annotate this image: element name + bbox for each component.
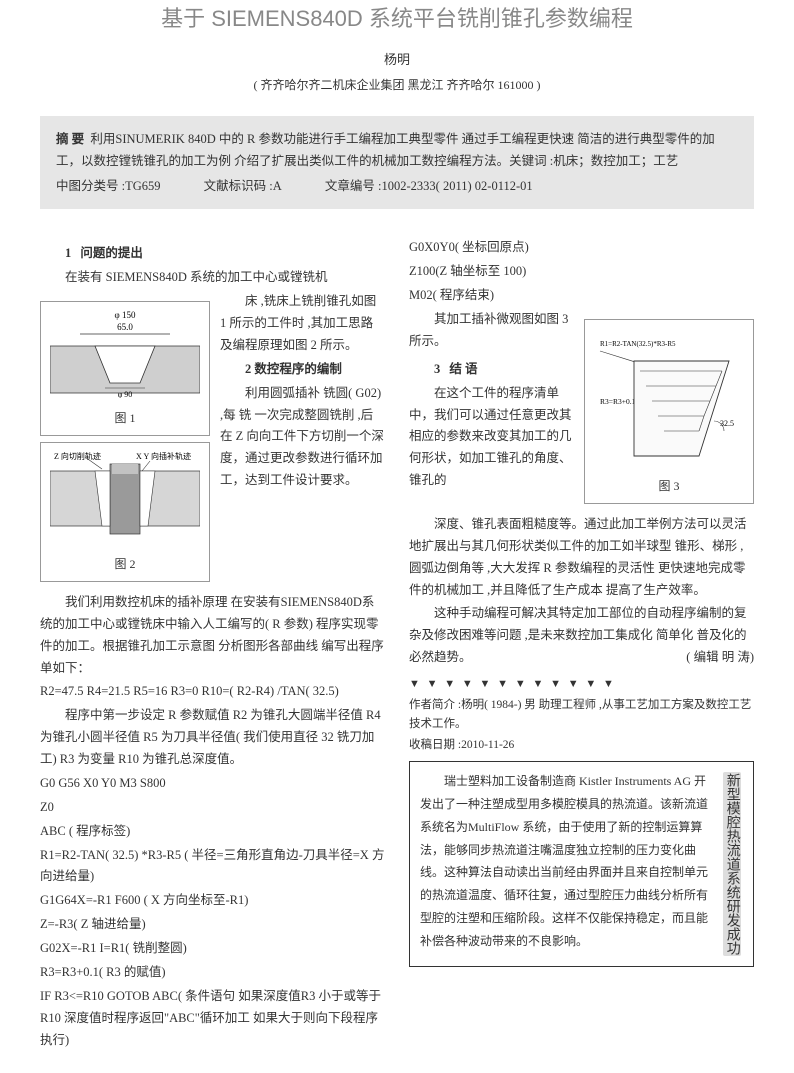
news-side-text: 新型模腔热流道系统研发成功 [723, 772, 740, 956]
figure-3: R1=R2-TAN(32.5)*R3-R5 R3=R3+0.1 32.5 [584, 319, 754, 504]
svg-text:φ 150: φ 150 [115, 310, 136, 320]
news-box: 瑞士塑料加工设备制造商 Kistler Instruments AG 开发出了一… [409, 761, 754, 967]
document-code: 文献标识码 :A [204, 175, 282, 198]
section-3-title: 结 语 [449, 362, 477, 376]
abstract-box: 摘 要 利用SINUMERIK 840D 中的 R 参数功能进行手工编程加工典型… [40, 116, 754, 210]
left-column: 1 问题的提出 在装有 SIEMENS840D 系统的加工中心或镗铣机 φ 15… [40, 237, 385, 1053]
section-1-heading: 1 问题的提出 [40, 243, 385, 265]
section-divider: ▼ ▼ ▼ ▼ ▼ ▼ ▼ ▼ ▼ ▼ ▼ ▼ [409, 675, 754, 694]
code-line-r1: G0X0Y0( 坐标回原点) [409, 237, 754, 259]
two-column-layout: 1 问题的提出 在装有 SIEMENS840D 系统的加工中心或镗铣机 φ 15… [40, 237, 754, 1053]
abstract-label: 摘 要 [56, 132, 84, 146]
news-side-title: 新型模腔热流道系统研发成功 [721, 770, 743, 958]
figure-3-block: R1=R2-TAN(32.5)*R3-R5 R3=R3+0.1 32.5 [584, 313, 754, 510]
right-p3: 深度、锥孔表面粗糙度等。通过此加工举例方法可以灵活地扩展出与其几何形状类似工件的… [409, 514, 754, 602]
section-2-p1: 我们利用数控机床的插补原理 在安装有SIEMENS840D系统的加工中心或镗铣床… [40, 592, 385, 680]
classification-number: 中图分类号 :TG659 [56, 175, 161, 198]
receive-date: 收稿日期 :2010-11-26 [409, 735, 754, 755]
svg-text:65.0: 65.0 [117, 322, 133, 332]
code-line-4: R1=R2-TAN( 32.5) *R3-R5 ( 半径=三角形直角边-刀具半径… [40, 845, 385, 889]
code-line-2: Z0 [40, 797, 385, 819]
figure-1-svg: φ 150 65.0 φ 90 [50, 308, 200, 398]
author-affiliation: ( 齐齐哈尔齐二机床企业集团 黑龙江 齐齐哈尔 161000 ) [40, 75, 754, 95]
code-line-3: ABC ( 程序标签) [40, 821, 385, 843]
code-line-6: Z=-R3( Z 轴进给量) [40, 914, 385, 936]
code-line-9: IF R3<=R10 GOTOB ABC( 条件语句 如果深度值R3 小于或等于… [40, 986, 385, 1052]
svg-text:32.5: 32.5 [720, 419, 734, 428]
code-line-5: G1G64X=-R1 F600 ( X 方向坐标至-R1) [40, 890, 385, 912]
author-name: 杨明 [40, 49, 754, 71]
figure-3-svg: R1=R2-TAN(32.5)*R3-R5 R3=R3+0.1 32.5 [594, 326, 744, 466]
figure-1-label: 图 1 [47, 408, 203, 429]
svg-text:Z 向切削轨迹: Z 向切削轨迹 [54, 451, 101, 461]
section-3-number: 3 [434, 362, 440, 376]
code-line-r2: Z100(Z 轴坐标至 100) [409, 261, 754, 283]
editor-note: ( 编辑 明 涛) [661, 647, 754, 669]
code-line-r3: M02( 程序结束) [409, 285, 754, 307]
equation-1: R2=47.5 R4=21.5 R5=16 R3=0 R10=( R2-R4) … [40, 681, 385, 703]
svg-text:φ 90: φ 90 [118, 390, 133, 398]
figure-2: Z 向切削轨迹 X Y 向插补轨迹 图 2 [40, 442, 210, 582]
svg-text:X Y 向插补轨迹: X Y 向插补轨迹 [136, 451, 191, 461]
news-text: 瑞士塑料加工设备制造商 Kistler Instruments AG 开发出了一… [420, 770, 713, 958]
figure-1: φ 150 65.0 φ 90 图 1 [40, 301, 210, 436]
svg-text:R1=R2-TAN(32.5)*R3-R5: R1=R2-TAN(32.5)*R3-R5 [600, 340, 676, 348]
article-number: 文章编号 :1002-2333( 2011) 02-0112-01 [325, 175, 533, 198]
code-line-8: R3=R3+0.1( R3 的赋值) [40, 962, 385, 984]
section-1-intro: 在装有 SIEMENS840D 系统的加工中心或镗铣机 [40, 267, 385, 289]
svg-text:R3=R3+0.1: R3=R3+0.1 [600, 397, 636, 406]
section-1-number: 1 [65, 246, 71, 260]
figure-1-2-block: φ 150 65.0 φ 90 图 1 Z 向切削轨迹 X Y 向插补轨迹 [40, 295, 210, 588]
section-1-title: 问题的提出 [80, 246, 143, 260]
figure-2-svg: Z 向切削轨迹 X Y 向插补轨迹 [50, 449, 200, 544]
figure-2-label: 图 2 [47, 554, 203, 575]
section-2-p2: 程序中第一步设定 R 参数赋值 R2 为锥孔大圆端半径值 R4 为锥孔小圆半径值… [40, 705, 385, 771]
abstract-text: 利用SINUMERIK 840D 中的 R 参数功能进行手工编程加工典型零件 通… [56, 132, 715, 169]
figure-3-label: 图 3 [591, 476, 747, 497]
right-column: G0X0Y0( 坐标回原点) Z100(Z 轴坐标至 100) M02( 程序结… [409, 237, 754, 1053]
code-line-1: G0 G56 X0 Y0 M3 S800 [40, 773, 385, 795]
author-bio: 作者简介 :杨明( 1984-) 男 助理工程师 ,从事工艺加工方案及数控工艺技… [409, 696, 754, 733]
page-title: 基于 SIEMENS840D 系统平台铣削锥孔参数编程 [40, 0, 754, 37]
right-p4: 这种手动编程可解决其特定加工部位的自动程序编制的复杂及修改困难等问题 ,是未来数… [409, 603, 754, 669]
code-line-7: G02X=-R1 I=R1( 铣削整圆) [40, 938, 385, 960]
section-2-title: 2 数控程序的编制 [245, 362, 342, 376]
